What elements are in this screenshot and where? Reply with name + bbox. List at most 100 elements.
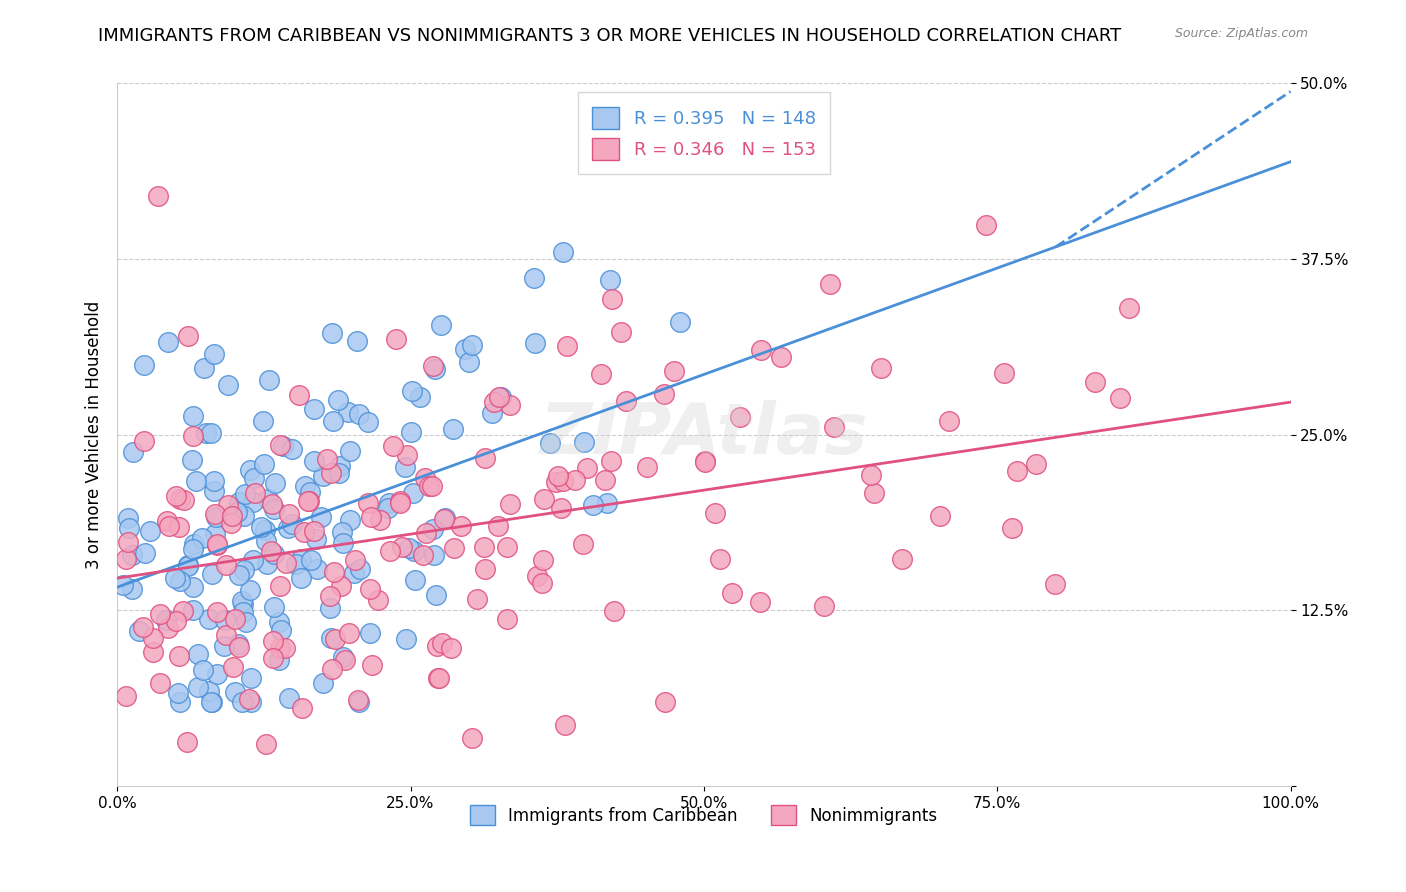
Nonimmigrants	[165, 489, 187, 503]
Immigrants from Caribbean	[582, 498, 605, 512]
Nonimmigrants	[465, 591, 488, 606]
Immigrants from Caribbean	[312, 675, 335, 690]
Immigrants from Caribbean	[349, 407, 371, 421]
Nonimmigrants	[616, 394, 638, 409]
Nonimmigrants	[323, 566, 346, 580]
Immigrants from Caribbean	[121, 548, 143, 562]
Immigrants from Caribbean	[257, 492, 280, 507]
Nonimmigrants	[167, 520, 190, 534]
Immigrants from Caribbean	[205, 509, 228, 524]
Immigrants from Caribbean	[202, 475, 225, 489]
Nonimmigrants	[357, 496, 380, 510]
Nonimmigrants	[262, 634, 284, 648]
Immigrants from Caribbean	[177, 558, 200, 572]
Nonimmigrants	[172, 604, 194, 618]
Immigrants from Caribbean	[280, 517, 302, 532]
Immigrants from Caribbean	[212, 639, 235, 653]
Nonimmigrants	[169, 492, 191, 507]
Immigrants from Caribbean	[191, 532, 214, 546]
Nonimmigrants	[243, 485, 266, 500]
Nonimmigrants	[278, 507, 301, 521]
Immigrants from Caribbean	[252, 414, 274, 428]
Immigrants from Caribbean	[201, 694, 224, 708]
Nonimmigrants	[396, 448, 419, 462]
Nonimmigrants	[219, 516, 242, 530]
Immigrants from Caribbean	[343, 566, 366, 580]
Nonimmigrants	[486, 519, 509, 533]
Immigrants from Caribbean	[200, 694, 222, 708]
Nonimmigrants	[262, 497, 284, 511]
Immigrants from Caribbean	[538, 436, 561, 450]
Immigrants from Caribbean	[281, 442, 304, 456]
Immigrants from Caribbean	[187, 647, 209, 661]
Immigrants from Caribbean	[183, 580, 205, 594]
Immigrants from Caribbean	[269, 653, 291, 667]
Immigrants from Caribbean	[423, 362, 446, 376]
Nonimmigrants	[181, 429, 204, 443]
Immigrants from Caribbean	[305, 562, 328, 576]
Nonimmigrants	[862, 486, 884, 500]
Nonimmigrants	[993, 366, 1015, 380]
Immigrants from Caribbean	[319, 631, 342, 645]
Nonimmigrants	[149, 607, 172, 621]
Immigrants from Caribbean	[299, 552, 322, 566]
Nonimmigrants	[330, 579, 353, 593]
Nonimmigrants	[1045, 577, 1067, 591]
Immigrants from Caribbean	[200, 426, 222, 441]
Nonimmigrants	[274, 640, 297, 655]
Nonimmigrants	[115, 552, 138, 566]
Nonimmigrants	[1025, 457, 1047, 471]
Nonimmigrants	[693, 453, 716, 467]
Immigrants from Caribbean	[669, 315, 692, 329]
Nonimmigrants	[238, 692, 260, 706]
Nonimmigrants	[472, 540, 495, 554]
Immigrants from Caribbean	[321, 326, 343, 340]
Immigrants from Caribbean	[402, 544, 425, 558]
Immigrants from Caribbean	[278, 690, 301, 705]
Nonimmigrants	[367, 593, 389, 607]
Nonimmigrants	[343, 553, 366, 567]
Nonimmigrants	[526, 569, 548, 583]
Nonimmigrants	[439, 641, 461, 656]
Immigrants from Caribbean	[187, 680, 209, 694]
Nonimmigrants	[370, 513, 392, 527]
Immigrants from Caribbean	[191, 663, 214, 677]
Immigrants from Caribbean	[322, 414, 344, 428]
Immigrants from Caribbean	[422, 522, 444, 536]
Immigrants from Caribbean	[398, 541, 420, 555]
Nonimmigrants	[554, 718, 576, 732]
Immigrants from Caribbean	[304, 401, 326, 416]
Immigrants from Caribbean	[357, 415, 380, 429]
Immigrants from Caribbean	[328, 467, 350, 481]
Nonimmigrants	[381, 439, 404, 453]
Nonimmigrants	[360, 510, 382, 524]
Immigrants from Caribbean	[156, 334, 179, 349]
Immigrants from Caribbean	[233, 487, 256, 501]
Nonimmigrants	[748, 595, 770, 609]
Nonimmigrants	[157, 518, 180, 533]
Nonimmigrants	[205, 538, 228, 552]
Immigrants from Caribbean	[378, 496, 401, 510]
Immigrants from Caribbean	[242, 495, 264, 509]
Immigrants from Caribbean	[167, 685, 190, 699]
Nonimmigrants	[1001, 521, 1024, 535]
Nonimmigrants	[132, 434, 155, 449]
Immigrants from Caribbean	[349, 562, 371, 576]
Immigrants from Caribbean	[204, 527, 226, 541]
Immigrants from Caribbean	[460, 338, 482, 352]
Immigrants from Caribbean	[117, 521, 139, 535]
Immigrants from Caribbean	[224, 685, 246, 699]
Nonimmigrants	[749, 343, 772, 358]
Nonimmigrants	[813, 599, 835, 613]
Immigrants from Caribbean	[277, 521, 299, 535]
Nonimmigrants	[132, 620, 155, 634]
Nonimmigrants	[378, 544, 401, 558]
Nonimmigrants	[204, 507, 226, 521]
Nonimmigrants	[214, 558, 236, 572]
Nonimmigrants	[166, 615, 188, 629]
Nonimmigrants	[173, 493, 195, 508]
Nonimmigrants	[426, 639, 449, 653]
Immigrants from Caribbean	[254, 523, 277, 537]
Immigrants from Caribbean	[441, 422, 464, 436]
Immigrants from Caribbean	[169, 574, 191, 589]
